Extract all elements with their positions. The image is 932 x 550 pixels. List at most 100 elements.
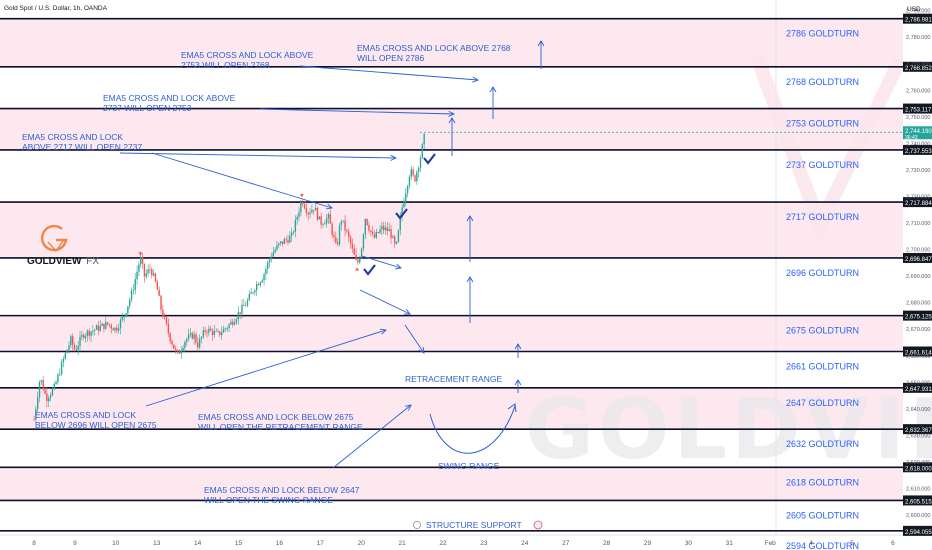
price-tick-label: 2,680.000 [906,301,930,307]
candle-body [232,321,234,325]
candle-body [49,395,52,399]
candle-body [125,313,127,317]
candle-body [340,221,343,225]
swing-marker [138,252,143,256]
time-tick-label: 16 [276,540,284,547]
level-price-tag [903,424,932,435]
candle-body [160,295,162,310]
candle-body [305,208,308,213]
annotation-text: WILL OPEN THE SWING RANGE [204,495,333,505]
candle-body [318,216,320,220]
candle-body [259,282,262,286]
candle-body [82,334,85,339]
candle-body [419,157,422,168]
candle-body [77,345,79,350]
candle-body [57,374,59,383]
time-tick-label: 5 [850,540,854,547]
candle-body [110,325,113,329]
candle-body [314,207,317,211]
price-tick-label: 2,670.000 [906,327,930,333]
candle-body [99,325,101,331]
level-price-tag-text: 2,647.931 [905,387,932,393]
candle-body [324,223,326,225]
candle-body [373,234,376,238]
candle-body [248,293,251,301]
candle-body [349,236,352,244]
candle-body [169,333,171,342]
candle-body [250,292,252,294]
candle-body [252,292,254,294]
annotation-arrow-line [361,255,402,269]
projection-arrow-head [448,117,456,124]
candle-body [290,232,293,236]
candle-body [221,332,223,335]
candle-body [75,349,78,351]
annotation-arrow-head [403,309,411,315]
annotation-text: EMA5 CROSS AND LOCK BELOW 2675 [198,412,354,422]
candle-body [112,328,114,331]
candle-body [239,312,241,314]
annotation-text: WILL OPEN THE RETRACEMENT RANGE [198,422,363,432]
candle-body [211,330,214,336]
time-tick-label: Feb [765,540,777,547]
candle-body [416,171,418,182]
time-tick-label: 27 [562,540,570,547]
candle-body [35,408,37,420]
candle-body [417,167,420,172]
annotation-arrow-head [418,346,425,354]
candle-body [195,334,197,343]
zone-band [0,315,903,352]
candle-body [244,305,247,307]
candle-body [346,230,348,232]
candle-body [254,290,256,293]
level-lines-layer: 2786 GOLDTURN 2768 GOLDTURN 2753 GOLDTURN 2… [0,17,903,550]
brand-logo-mark [41,224,68,252]
candle-body [414,175,416,182]
level-price-tag-text: 2,696.847 [905,257,932,263]
time-tick-label: 20 [358,540,366,547]
candle-body [55,382,57,385]
price-tick-label: 2,690.000 [906,274,930,280]
check-mark [395,208,408,220]
level-price-tag [903,197,932,208]
time-tick-label: 23 [480,540,488,547]
candle-body [298,212,300,217]
zone-layer [0,18,903,501]
candle-body [59,374,61,376]
annotation-arrow-line [119,152,397,159]
annotation-arrow-line [359,289,411,315]
candle-body [178,351,181,354]
annotation-text: RETRACEMENT RANGE [405,374,502,384]
candle-body [92,330,94,332]
candle-body [71,336,74,345]
candle-body [307,212,309,215]
level-label: 2737 GOLDTURN [786,160,859,170]
countdown-text: 36:43 [905,135,918,141]
time-tick-label: 9 [73,540,77,547]
brand-logo-arrow [47,240,64,253]
annotation-arrow-line [259,108,455,115]
candle-body [412,169,414,176]
candle-body [421,144,424,158]
candle-body [40,380,43,382]
candle-body [145,273,147,277]
candle-body [94,329,96,331]
candle-body [60,362,63,375]
current-price-text: 2,744.190 [905,129,932,135]
candle-body [233,322,236,325]
level-label: 2594 GOLDTURN [786,541,859,550]
svg-text:GOLDVIEW FX: GOLDVIEW FX [27,256,99,267]
candle-body [261,280,263,283]
candle-body [265,269,267,275]
candle-body [403,201,405,208]
candle-body [105,322,107,329]
annotation-arrow-line [299,65,479,81]
candle-body [88,330,90,336]
candle-body [270,256,273,260]
annotation-arrow-line [404,324,425,354]
candle-body [325,218,328,224]
zone-band [0,202,903,258]
level-price-tag [903,382,932,393]
candle-body [351,243,354,249]
